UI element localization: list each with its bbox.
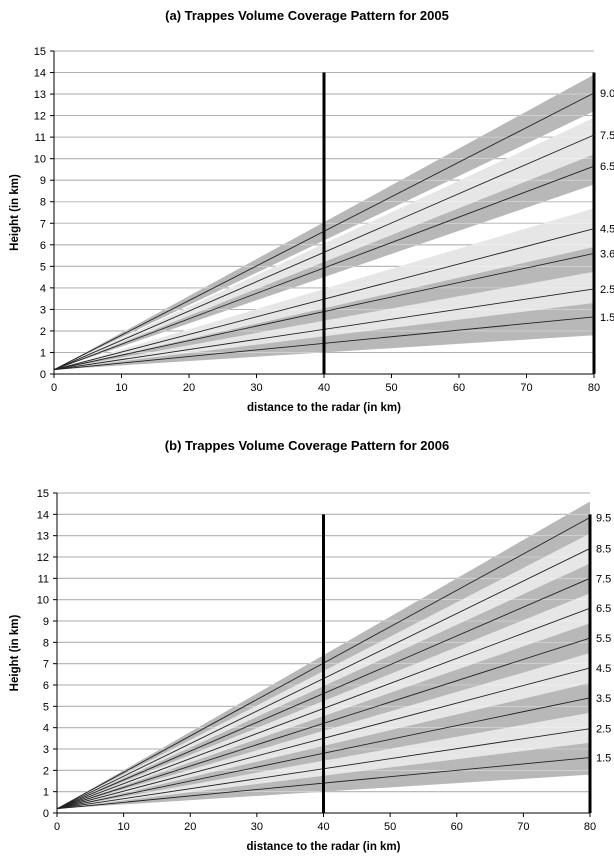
x-tick-label: 20 bbox=[184, 821, 196, 833]
x-tick-label: 0 bbox=[51, 382, 57, 394]
chart-title: (a) Trappes Volume Coverage Pattern for … bbox=[165, 8, 449, 23]
series-label: 9.5 bbox=[596, 513, 611, 525]
y-tick-label: 12 bbox=[37, 552, 49, 564]
y-tick-label: 1 bbox=[40, 347, 46, 359]
y-tick-label: 2 bbox=[40, 326, 46, 338]
y-tick-label: 14 bbox=[34, 68, 46, 80]
y-tick-label: 5 bbox=[43, 701, 49, 713]
x-tick-label: 30 bbox=[250, 382, 262, 394]
x-axis-title: distance to the radar (in km) bbox=[246, 841, 400, 853]
y-tick-label: 11 bbox=[35, 132, 46, 144]
y-tick-label: 14 bbox=[37, 509, 49, 521]
y-tick-label: 15 bbox=[34, 46, 46, 58]
chart-title: (b) Trappes Volume Coverage Pattern for … bbox=[164, 438, 450, 453]
y-axis-title: Height (in km) bbox=[9, 615, 21, 692]
series-label: 9.0 bbox=[600, 88, 614, 100]
series-label: 7.5 bbox=[600, 130, 614, 142]
y-tick-label: 9 bbox=[43, 616, 49, 628]
y-tick-label: 7 bbox=[40, 218, 46, 230]
y-tick-label: 4 bbox=[43, 723, 49, 735]
chart-panel-2005: (a) Trappes Volume Coverage Pattern for … bbox=[0, 0, 614, 430]
x-tick-label: 70 bbox=[520, 382, 532, 394]
beam-band bbox=[57, 742, 590, 809]
series-label: 1.5 bbox=[596, 753, 611, 765]
x-tick-label: 40 bbox=[317, 821, 329, 833]
series-label: 2.5 bbox=[596, 724, 611, 736]
series-label: 8.5 bbox=[596, 543, 611, 555]
series-label: 3.6 bbox=[600, 248, 614, 260]
y-tick-label: 3 bbox=[40, 304, 46, 316]
y-tick-label: 0 bbox=[43, 808, 49, 820]
y-tick-label: 10 bbox=[34, 154, 46, 166]
x-tick-label: 50 bbox=[385, 382, 397, 394]
series-label: 3.5 bbox=[596, 693, 611, 705]
y-tick-label: 6 bbox=[43, 680, 49, 692]
x-axis-title: distance to the radar (in km) bbox=[247, 402, 401, 414]
y-tick-label: 5 bbox=[40, 261, 46, 273]
x-tick-label: 20 bbox=[183, 382, 195, 394]
y-tick-label: 10 bbox=[37, 595, 49, 607]
series-label: 4.5 bbox=[600, 224, 614, 236]
y-tick-label: 8 bbox=[40, 197, 46, 209]
y-tick-label: 7 bbox=[43, 659, 49, 671]
series-label: 7.5 bbox=[596, 573, 611, 585]
x-tick-label: 50 bbox=[384, 821, 396, 833]
y-tick-label: 0 bbox=[40, 369, 46, 381]
y-tick-label: 6 bbox=[40, 240, 46, 252]
x-tick-label: 0 bbox=[54, 821, 60, 833]
series-label: 6.5 bbox=[596, 603, 611, 615]
x-tick-label: 80 bbox=[588, 382, 600, 394]
y-tick-label: 8 bbox=[43, 637, 49, 649]
series-label: 6.5 bbox=[600, 161, 614, 173]
beam-band bbox=[57, 623, 590, 809]
y-tick-label: 3 bbox=[43, 744, 49, 756]
y-tick-label: 11 bbox=[38, 573, 49, 585]
series-label: 5.5 bbox=[596, 633, 611, 645]
y-tick-label: 13 bbox=[34, 89, 46, 101]
x-tick-label: 80 bbox=[584, 821, 596, 833]
y-tick-label: 12 bbox=[34, 111, 46, 123]
x-tick-label: 60 bbox=[451, 821, 463, 833]
series-label: 2.5 bbox=[600, 284, 614, 296]
x-tick-label: 60 bbox=[453, 382, 465, 394]
y-tick-label: 4 bbox=[40, 283, 46, 295]
series-label: 1.5 bbox=[600, 312, 614, 324]
y-axis-title: Height (in km) bbox=[9, 174, 21, 251]
chart-panel-2006: (b) Trappes Volume Coverage Pattern for … bbox=[0, 430, 614, 861]
y-tick-label: 9 bbox=[40, 175, 46, 187]
x-tick-label: 40 bbox=[318, 382, 330, 394]
x-tick-label: 30 bbox=[251, 821, 263, 833]
x-tick-label: 70 bbox=[517, 821, 529, 833]
y-tick-label: 15 bbox=[37, 488, 49, 500]
x-tick-label: 10 bbox=[118, 821, 130, 833]
y-tick-label: 1 bbox=[43, 787, 49, 799]
series-label: 4.5 bbox=[596, 663, 611, 675]
x-tick-label: 10 bbox=[115, 382, 127, 394]
y-tick-label: 13 bbox=[37, 531, 49, 543]
y-tick-label: 2 bbox=[43, 765, 49, 777]
